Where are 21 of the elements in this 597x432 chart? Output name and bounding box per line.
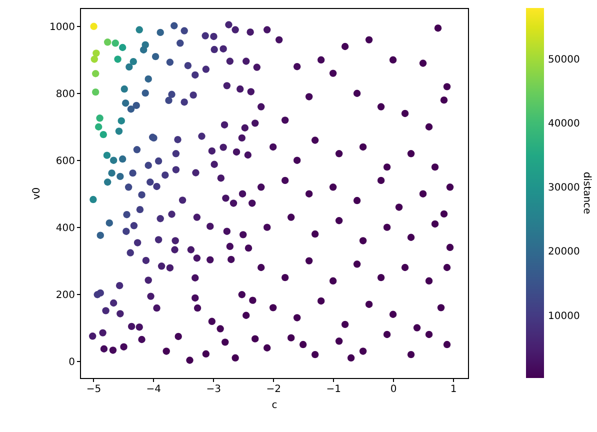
x-axis-title: c xyxy=(272,400,278,411)
x-tick-label: 1 xyxy=(450,384,457,395)
x-tick-label: 0 xyxy=(390,384,397,395)
y-tick-label: 800 xyxy=(56,88,75,100)
x-tick-label: −3 xyxy=(206,384,222,395)
color-bar-label: 20000 xyxy=(548,246,580,258)
y-axis-title: v0 xyxy=(32,187,43,200)
y-tick-label: 600 xyxy=(56,156,75,167)
y-tick-label: 400 xyxy=(56,222,75,234)
x-tick-label: −2 xyxy=(266,384,281,395)
color-bar-label: 10000 xyxy=(548,310,580,322)
color-bar-label: 40000 xyxy=(548,118,580,130)
color-bar-title: distance xyxy=(581,172,592,214)
x-tick-label: −5 xyxy=(86,384,102,395)
color-bar-label: 30000 xyxy=(548,182,580,194)
x-tick-label: −4 xyxy=(146,384,162,395)
y-tick-label: 200 xyxy=(56,290,75,301)
y-tick-label: 0 xyxy=(68,356,75,368)
y-tick-label: 1000 xyxy=(50,22,75,33)
color-bar-label: 50000 xyxy=(548,54,580,66)
x-tick-label: −1 xyxy=(326,384,341,395)
